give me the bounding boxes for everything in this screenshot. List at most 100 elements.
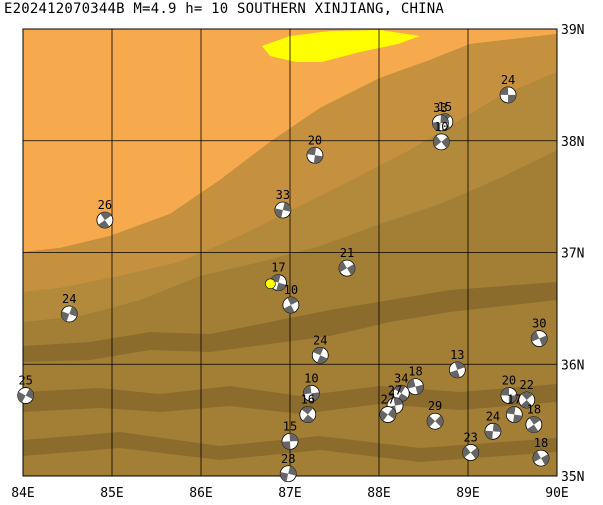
- event-beachball: 24: [499, 73, 517, 104]
- event-depth-label: 15: [438, 100, 452, 114]
- beachball-quadrant: [17, 391, 26, 403]
- event-beachball: 33: [432, 101, 449, 132]
- beachball-quadrant: [346, 264, 355, 276]
- beachball-quadrant: [276, 282, 287, 291]
- event-depth-label: 29: [428, 399, 442, 413]
- beachball-quadrant: [513, 414, 523, 423]
- event-beachball: 22: [518, 378, 536, 409]
- event-depth-label: 20: [308, 133, 322, 147]
- event-beachball: 10: [282, 283, 300, 314]
- beachball-quadrant: [432, 122, 441, 131]
- event-beachball: 29: [426, 399, 444, 430]
- event-beachball: 13: [448, 348, 466, 379]
- event-depth-label: 16: [301, 393, 315, 407]
- event-depth-label: 10: [304, 371, 318, 385]
- event-beachball: 26: [96, 198, 114, 229]
- beachball-quadrant: [427, 415, 436, 427]
- beachball-quadrant: [280, 471, 289, 482]
- beachball-quadrant: [529, 416, 541, 425]
- event-beachball: 10: [432, 120, 450, 151]
- event-depth-label: 17: [271, 261, 285, 275]
- event-depth-label: 27: [381, 393, 395, 407]
- event-depth-label: 13: [450, 348, 464, 362]
- beachball-quadrant: [100, 212, 112, 221]
- beachball-quadrant: [282, 202, 291, 212]
- longitude-label: 85E: [100, 486, 123, 501]
- event-depth-label: 18: [527, 403, 541, 417]
- beachball-quadrant: [441, 136, 450, 149]
- beachball-quadrant: [433, 135, 442, 147]
- event-depth-label: 24: [313, 333, 327, 347]
- beachball-quadrant: [506, 406, 516, 415]
- beachball-quadrant: [393, 397, 403, 406]
- beachball-quadrant: [301, 406, 313, 415]
- event-depth-label: 18: [408, 365, 422, 379]
- beachball-quadrant: [25, 388, 34, 400]
- latitude-label: 38N: [561, 135, 584, 150]
- beachball-quadrant: [288, 465, 297, 476]
- beachball-quadrant: [61, 311, 70, 322]
- latitude-label: 37N: [561, 247, 584, 262]
- beachball-quadrant: [69, 306, 78, 317]
- event-depth-label: 15: [283, 419, 297, 433]
- event-depth-label: 24: [486, 409, 500, 423]
- beachball-quadrant: [531, 331, 540, 342]
- beachball-quadrant: [440, 114, 449, 124]
- beachball-quadrant: [289, 433, 298, 442]
- latitude-label: 39N: [561, 23, 584, 38]
- event-beachball: 15: [281, 419, 299, 450]
- grid-lines: [23, 29, 557, 476]
- longitude-label: 90E: [545, 486, 568, 501]
- event-depth-label: 26: [98, 198, 112, 212]
- beachball-quadrant: [521, 392, 533, 401]
- beachball-quadrant: [98, 220, 110, 229]
- beachball-quadrant: [500, 387, 510, 396]
- event-beachball: 21: [338, 246, 356, 277]
- map-title: E202412070344B M=4.9 h= 10 SOUTHERN XINJ…: [4, 1, 445, 17]
- event-beachball: 28: [279, 452, 297, 483]
- event-beachball: 20: [306, 133, 324, 164]
- beachball-quadrant: [532, 451, 541, 463]
- event-depth-label: 24: [501, 73, 515, 87]
- event-beachball: 33: [274, 188, 292, 219]
- event-beachball: 27: [379, 393, 397, 423]
- beachball-quadrant: [470, 447, 479, 459]
- event-beachball: 20: [500, 374, 518, 404]
- event-depth-label: 23: [463, 431, 477, 445]
- event-depth-label: 27: [388, 384, 402, 398]
- event-markers: 2415331020263321171024302413251834272710…: [17, 73, 550, 483]
- beachball-quadrant: [484, 430, 493, 440]
- beachball-quadrant: [302, 414, 314, 423]
- event-beachball: 25: [17, 374, 35, 404]
- event-depth-label: 10: [284, 283, 298, 297]
- beachball-quadrant: [287, 297, 299, 306]
- event-depth-label: 10: [434, 120, 448, 134]
- longitude-label: 84E: [11, 486, 34, 501]
- beachball-quadrant: [311, 392, 320, 402]
- beachball-quadrant: [338, 261, 347, 273]
- event-depth-label: 17: [507, 393, 521, 407]
- beachball-quadrant: [313, 155, 323, 164]
- beachball-quadrant: [306, 147, 317, 156]
- beachball-quadrant: [282, 441, 291, 450]
- latitude-labels: 39N 38N 37N 36N 35N: [561, 23, 584, 485]
- event-depth-label: 22: [520, 378, 534, 392]
- beachball-quadrant: [435, 415, 444, 427]
- event-beachball: 18: [525, 403, 543, 433]
- beachball-quadrant: [274, 208, 283, 218]
- event-beachball: 18: [532, 436, 550, 467]
- event-beachball: 24: [60, 292, 78, 323]
- beachball-quadrant: [415, 384, 424, 395]
- event-beachball: 18: [407, 365, 424, 396]
- longitude-label: 87E: [278, 486, 301, 501]
- beachball-quadrant: [317, 355, 328, 364]
- event-beachball: 24: [484, 409, 502, 440]
- event-depth-label: 20: [502, 374, 516, 388]
- event-depth-label: 18: [534, 436, 548, 450]
- event-depth-label: 33: [433, 101, 447, 115]
- event-depth-label: 34: [394, 371, 408, 385]
- beachball-quadrant: [394, 385, 406, 394]
- beachball-quadrant: [387, 408, 396, 420]
- beachball-quadrant: [303, 385, 312, 395]
